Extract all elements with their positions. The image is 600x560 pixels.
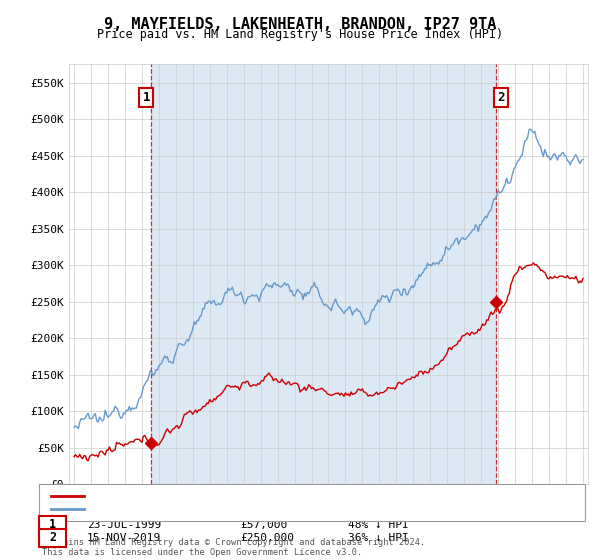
Text: 2: 2 bbox=[497, 91, 505, 104]
Text: Contains HM Land Registry data © Crown copyright and database right 2024.
This d: Contains HM Land Registry data © Crown c… bbox=[42, 538, 425, 557]
Text: 1: 1 bbox=[49, 518, 56, 531]
Text: 36% ↓ HPI: 36% ↓ HPI bbox=[348, 533, 409, 543]
Text: 9, MAYFIELDS, LAKENHEATH, BRANDON, IP27 9TA: 9, MAYFIELDS, LAKENHEATH, BRANDON, IP27 … bbox=[104, 17, 496, 32]
Bar bbox=[151, 64, 496, 484]
Text: 2: 2 bbox=[49, 531, 56, 544]
Text: Price paid vs. HM Land Registry's House Price Index (HPI): Price paid vs. HM Land Registry's House … bbox=[97, 28, 503, 41]
Text: 48% ↓ HPI: 48% ↓ HPI bbox=[348, 520, 409, 530]
Text: £57,000: £57,000 bbox=[240, 520, 287, 530]
Text: 23-JUL-1999: 23-JUL-1999 bbox=[87, 520, 161, 530]
Text: £250,000: £250,000 bbox=[240, 533, 294, 543]
Text: 1: 1 bbox=[142, 91, 150, 104]
Text: 9, MAYFIELDS, LAKENHEATH, BRANDON, IP27 9TA (detached house): 9, MAYFIELDS, LAKENHEATH, BRANDON, IP27 … bbox=[93, 491, 468, 501]
Text: 15-NOV-2019: 15-NOV-2019 bbox=[87, 533, 161, 543]
Text: HPI: Average price, detached house, West Suffolk: HPI: Average price, detached house, West… bbox=[93, 505, 393, 515]
